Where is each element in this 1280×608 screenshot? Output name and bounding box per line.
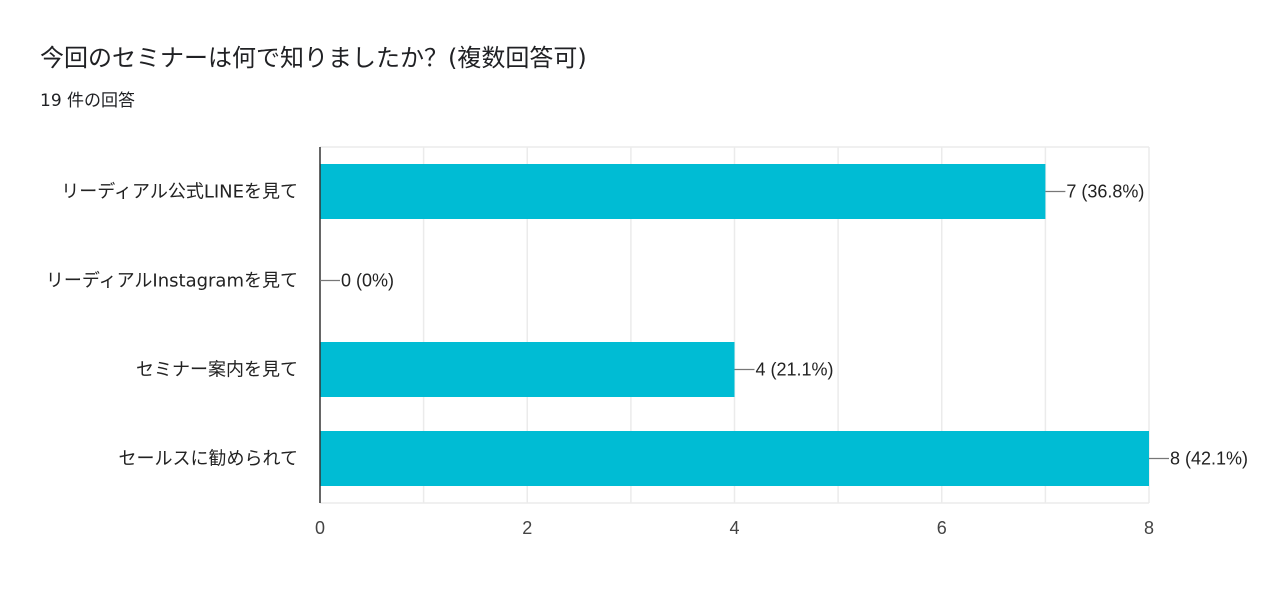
data-label: 0 (0%) — [341, 271, 394, 291]
category-label: リーディアル公式LINEを見て — [61, 182, 298, 203]
data-label: 4 (21.1%) — [756, 360, 834, 380]
x-tick-label: 4 — [729, 518, 739, 538]
category-label: リーディアルInstagramを見て — [46, 271, 298, 292]
axes: 0 2 4 6 8 — [315, 147, 1154, 538]
x-tick-label: 2 — [522, 518, 532, 538]
category-label: セールスに勧められて — [119, 449, 298, 470]
bar — [320, 431, 1149, 486]
x-tick-label: 0 — [315, 518, 325, 538]
x-tick-label: 6 — [937, 518, 947, 538]
response-count: 19 件の回答 — [40, 91, 136, 111]
bar — [320, 164, 1046, 219]
chart-title: 今回のセミナーは何で知りましたか？(複数回答可) — [40, 44, 587, 72]
x-tick-label: 8 — [1144, 518, 1154, 538]
bar — [320, 342, 735, 397]
data-label: 7 (36.8%) — [1066, 182, 1144, 202]
labels: リーディアル公式LINEを見て 7 (36.8%) リーディアルInstagramを… — [46, 182, 1248, 470]
category-label: セミナー案内を見て — [136, 360, 298, 381]
data-label: 8 (42.1%) — [1170, 449, 1248, 469]
bars — [320, 164, 1149, 486]
